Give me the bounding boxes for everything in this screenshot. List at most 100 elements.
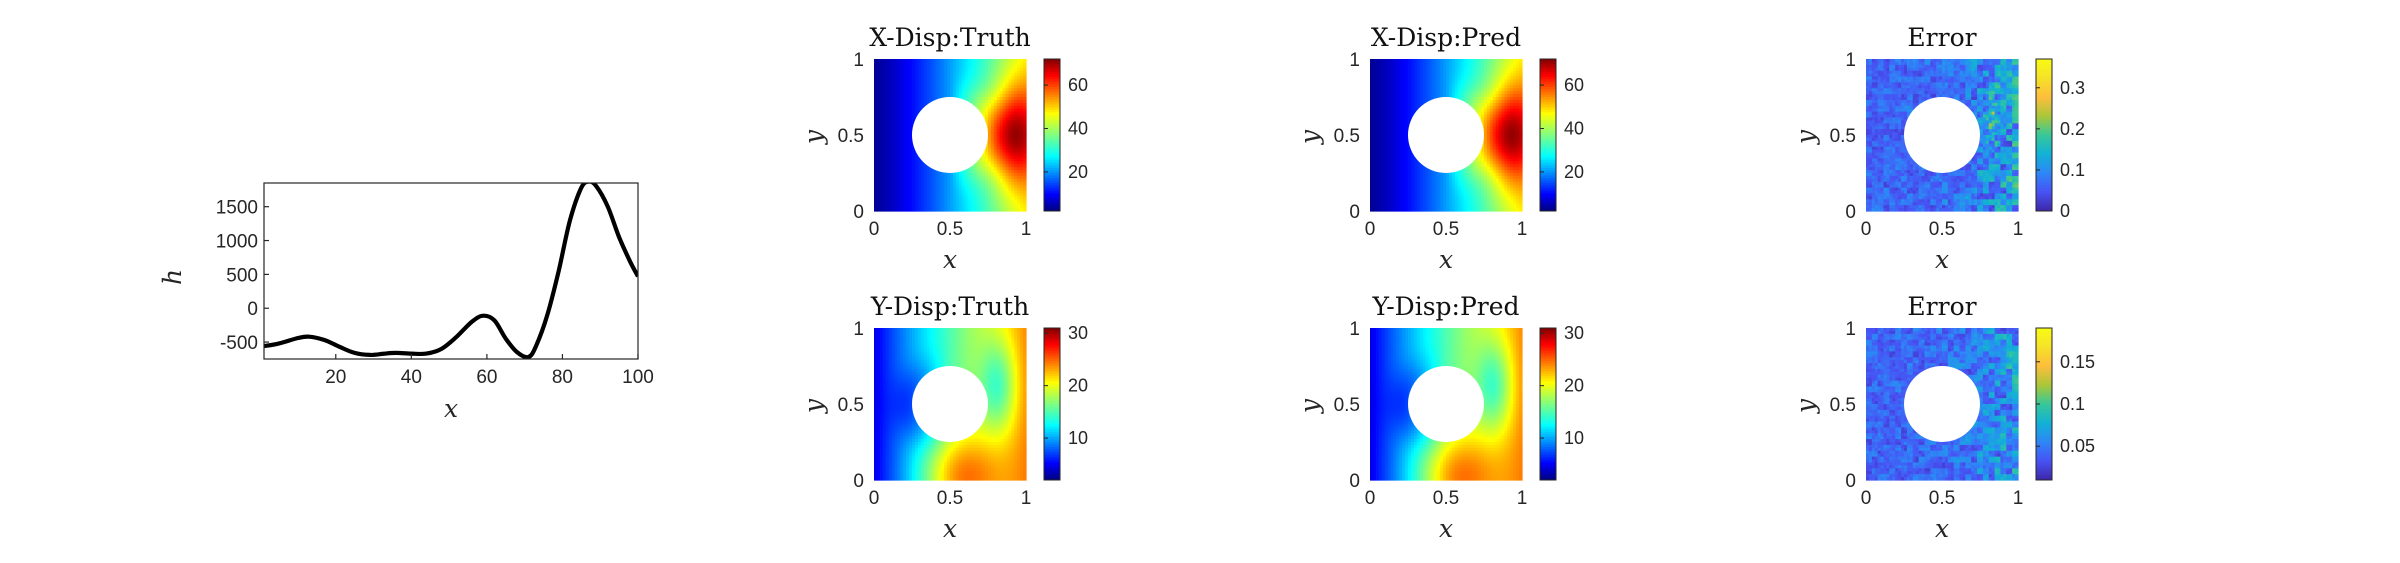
heatmap-cell [1481, 164, 1485, 168]
colorbar-band [1044, 102, 1060, 106]
heatmap-cell [876, 79, 881, 83]
heatmap-cell [993, 76, 998, 81]
heatmap-cell [882, 199, 887, 203]
heatmap-cell [1023, 73, 1027, 78]
heatmap-cell [888, 170, 893, 174]
heatmap-cell [1384, 161, 1389, 165]
heatmap-cell [1431, 73, 1435, 78]
heatmap-cell [912, 152, 916, 157]
heatmap-cell [1492, 59, 1497, 63]
heatmap-cell [888, 190, 893, 195]
heatmap-cell [955, 190, 960, 195]
heatmap-cell [917, 76, 922, 81]
heatmap-cell [1437, 184, 1441, 189]
heatmap-cell [1396, 61, 1400, 66]
heatmap-cell [1017, 161, 1021, 165]
heatmap-cell [914, 85, 919, 89]
heatmap-cell [876, 61, 881, 66]
heatmap-cell [1399, 170, 1403, 174]
heatmap-cell [979, 164, 983, 168]
heatmap-cell [990, 105, 995, 110]
heatmap-cell [1489, 178, 1494, 183]
x-tick-label: 0 [869, 219, 880, 240]
heatmap-cell [874, 167, 878, 171]
heatmap-cell [876, 59, 881, 63]
heatmap-cell [1408, 102, 1412, 107]
heatmap-cell [973, 199, 977, 203]
heatmap-cell [879, 164, 884, 168]
heatmap-cell [990, 143, 995, 148]
heatmap-cell [1005, 181, 1010, 186]
heatmap-cell [900, 152, 904, 157]
heatmap-cell [941, 79, 945, 83]
heatmap-cell [879, 105, 884, 110]
heatmap-cell [1410, 152, 1415, 157]
heatmap-cell [1378, 132, 1383, 136]
heatmap-cell [952, 61, 957, 66]
heatmap-cell [1484, 129, 1488, 133]
heatmap-cell [1384, 91, 1389, 95]
heatmap-cell [1475, 187, 1479, 192]
heatmap-cell [970, 205, 974, 209]
heatmap-cell [917, 59, 922, 63]
heatmap-cell [1384, 135, 1389, 139]
heatmap-cell [1481, 61, 1485, 66]
heatmap-cell [955, 64, 960, 69]
heatmap-cell [879, 167, 884, 171]
heatmap-cell [903, 175, 907, 180]
heatmap-cell [996, 184, 1001, 189]
heatmap-cell [903, 135, 907, 139]
heatmap-cell [1008, 173, 1012, 177]
heatmap-cell [1478, 184, 1482, 189]
heatmap-cell [1372, 129, 1377, 133]
heatmap-cell [1434, 208, 1438, 212]
heatmap-cell [979, 184, 983, 189]
heatmap-cell [988, 178, 992, 183]
heatmap-cell [1017, 140, 1021, 145]
heatmap-cell [1387, 79, 1392, 83]
colorbar-band [1044, 205, 1060, 209]
heatmap-cell [1381, 88, 1386, 92]
heatmap-cell [944, 193, 948, 197]
heatmap-cell [894, 117, 898, 121]
heatmap-cell [1002, 196, 1007, 200]
heatmap-cell [1002, 161, 1007, 165]
heatmap-cell [897, 193, 901, 197]
heatmap-cell [882, 85, 887, 89]
heatmap-cell [888, 193, 893, 197]
heatmap-cell [973, 184, 977, 189]
heatmap-cell [1384, 208, 1389, 212]
colorbar-band [1044, 119, 1060, 123]
heatmap-cell [1384, 79, 1389, 83]
heatmap-cell [1446, 61, 1450, 66]
colorbar-tick-label: 40 [1068, 118, 1088, 138]
heatmap-cell [891, 190, 896, 195]
heatmap-cell [1378, 173, 1383, 177]
heatmap-cell [1393, 187, 1397, 192]
heatmap-cell [1440, 173, 1444, 177]
heatmap-cell [976, 181, 980, 186]
heatmap-cell [1440, 82, 1444, 86]
heatmap-cell [970, 85, 974, 89]
heatmap-cell [999, 173, 1004, 177]
heatmap-cell [999, 140, 1004, 145]
heatmap-cell [1014, 120, 1018, 124]
heatmap-cell [1419, 88, 1424, 92]
heatmap-cell [1484, 114, 1488, 119]
heatmap-cell [1481, 88, 1485, 92]
heatmap-cell [1381, 94, 1386, 98]
heatmap-cell [1428, 94, 1432, 98]
heatmap-cell [952, 208, 957, 212]
heatmap-cell [1410, 202, 1415, 206]
heatmap-cell [1431, 97, 1435, 101]
heatmap-cell [1399, 99, 1403, 104]
colorbar-band [1044, 193, 1060, 197]
heatmap-cell [996, 73, 1001, 78]
heatmap-cell [906, 137, 910, 142]
heatmap-cell [941, 82, 945, 86]
heatmap-cell [1413, 70, 1418, 75]
heatmap-cell [914, 196, 919, 200]
heatmap-cell [955, 205, 960, 209]
heatmap-cell [1402, 105, 1406, 110]
